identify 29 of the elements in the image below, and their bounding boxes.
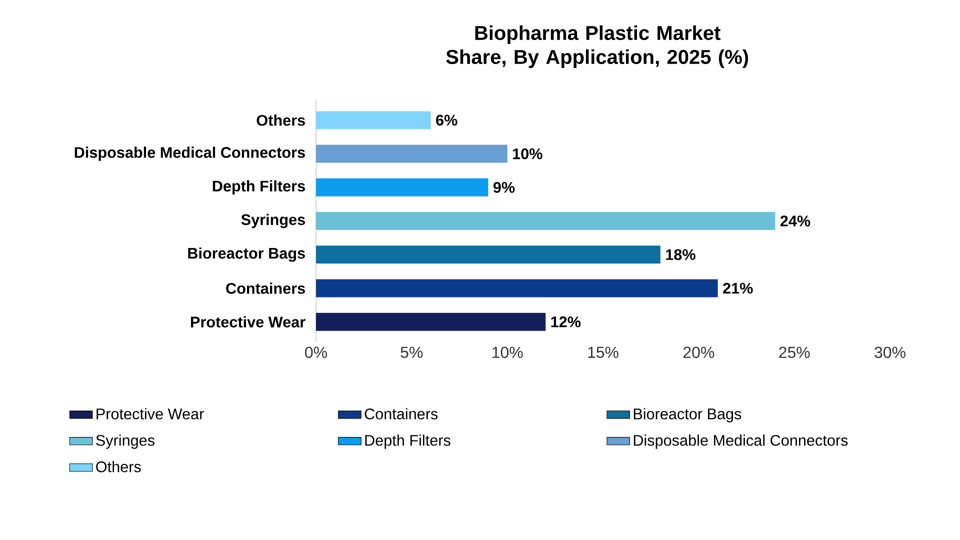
y-tick-label: Containers <box>226 282 305 294</box>
chart-title: Biopharma Plastic Market Share, By Application, 2025 (%) <box>446 25 748 68</box>
data-label: 6% <box>436 114 458 126</box>
data-label: 10% <box>513 148 542 160</box>
y-tick-label: Others <box>256 114 305 126</box>
x-tick-label: 10% <box>492 346 523 358</box>
data-label: 9% <box>493 182 515 193</box>
legend-label: Depth Filters <box>365 434 450 449</box>
x-tick-label: 15% <box>588 346 618 358</box>
data-label: 12% <box>551 316 581 328</box>
legend-label: Bioreactor Bags <box>634 408 742 422</box>
legend-label: Protective Wear <box>96 408 204 420</box>
x-tick-label: 25% <box>779 346 810 358</box>
x-tick-label: 30% <box>874 346 906 358</box>
x-tick-label: 20% <box>683 346 714 358</box>
y-tick-label: Depth Filters <box>212 180 305 195</box>
data-label: 21% <box>723 282 753 294</box>
y-tick-label: Disposable Medical Connectors <box>74 146 305 161</box>
y-tick-label: Bioreactor Bags <box>188 247 305 262</box>
x-tick-label: 5% <box>400 346 423 358</box>
y-tick-label: Protective Wear <box>191 316 306 328</box>
legend-label: Disposable Medical Connectors <box>634 434 848 449</box>
y-tick-label: Syringes <box>241 214 305 228</box>
legend-label: Syringes <box>96 434 154 449</box>
x-tick-label: 0% <box>305 346 327 358</box>
data-label: 24% <box>780 216 810 226</box>
legend-label: Containers <box>364 408 438 420</box>
data-label: 18% <box>666 249 696 260</box>
legend-label: Others <box>96 461 141 472</box>
